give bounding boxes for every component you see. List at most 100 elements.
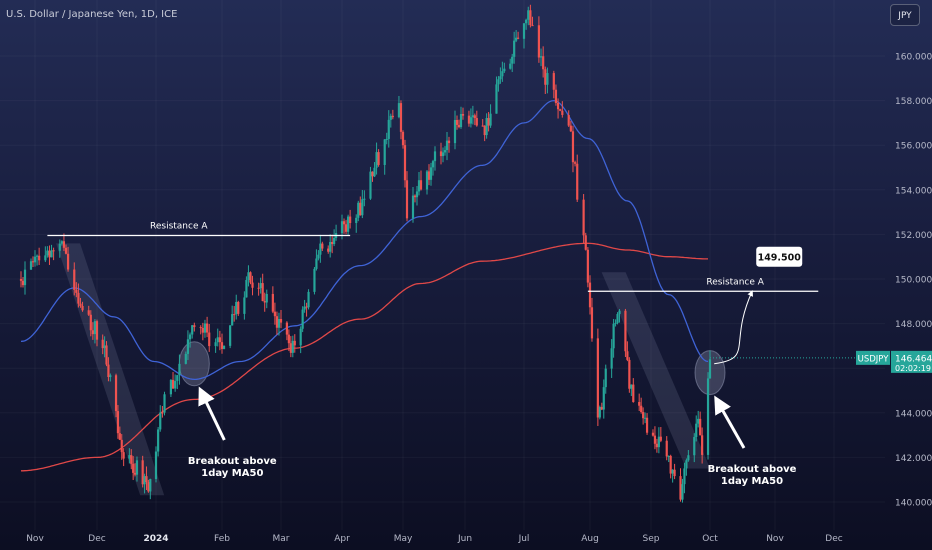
candle-body — [161, 412, 164, 414]
y-tick-label: 142.000 — [895, 454, 932, 464]
candle-body — [383, 139, 386, 165]
candle-body — [233, 314, 236, 316]
candle-body — [293, 340, 296, 346]
candle-body — [299, 328, 302, 346]
candle-body — [19, 279, 23, 281]
candle-body — [315, 258, 318, 269]
candle-body — [554, 89, 558, 104]
candle-body — [708, 359, 712, 379]
candle-body — [695, 423, 698, 438]
candle-body — [457, 124, 461, 128]
candle-body — [610, 348, 613, 369]
candle-body — [95, 321, 99, 340]
candle-body — [632, 384, 635, 403]
candle-body — [178, 363, 181, 376]
candle-body — [128, 455, 131, 459]
candle-body — [616, 314, 619, 323]
candle-body — [201, 327, 204, 333]
candle-body — [573, 162, 577, 164]
candle-body — [265, 293, 268, 303]
candle-body — [602, 387, 605, 410]
candle-body — [303, 306, 306, 310]
candle-body — [527, 10, 530, 20]
candle-body — [453, 119, 457, 144]
candle-body — [231, 314, 234, 326]
candle-body — [347, 216, 350, 232]
candle-body — [411, 195, 415, 219]
candle-body — [544, 69, 547, 85]
candle-body — [653, 435, 657, 444]
candle-body — [542, 56, 545, 70]
candle-body — [147, 482, 150, 492]
candle-body — [263, 301, 266, 303]
candle-body — [655, 443, 658, 448]
candle-body — [517, 37, 520, 39]
candle-body — [475, 118, 478, 126]
candle-body — [279, 319, 283, 323]
candle-body — [559, 109, 562, 111]
candle-body — [425, 171, 429, 190]
candle-body — [216, 337, 219, 343]
candle-body — [683, 468, 686, 485]
candle-body — [191, 325, 194, 335]
candle-body — [218, 337, 221, 343]
candle-body — [93, 321, 97, 335]
candle-body — [103, 345, 106, 349]
candle-body — [495, 84, 498, 114]
candle-body — [38, 255, 41, 261]
candle-body — [522, 23, 526, 39]
candle-body — [483, 125, 486, 136]
candle-body — [681, 484, 684, 500]
candle-body — [355, 217, 358, 224]
candle-body — [671, 469, 674, 474]
candle-body — [567, 114, 570, 126]
candle-body — [101, 339, 104, 349]
candle-body — [118, 433, 121, 440]
x-tick-label: Sep — [643, 534, 660, 544]
candle-body — [624, 310, 627, 352]
chart-title: U.S. Dollar / Japanese Yen, 1D, ICE — [6, 9, 178, 20]
candle-body — [387, 119, 390, 139]
candle-body — [319, 243, 322, 255]
candle-body — [509, 63, 512, 69]
candle-body — [349, 216, 352, 224]
candle-body — [371, 171, 374, 177]
candle-body — [459, 113, 463, 128]
candle-body — [29, 261, 33, 270]
candle-body — [199, 327, 202, 329]
candle-body — [531, 25, 534, 27]
candle-body — [485, 118, 488, 136]
candle-body — [377, 152, 380, 165]
candle-body — [203, 323, 207, 333]
candle-body — [630, 384, 633, 389]
candle-body — [48, 250, 51, 258]
candle-body — [214, 342, 217, 347]
candle-body — [171, 379, 175, 389]
ma50-line — [20, 99, 709, 381]
symbol-tag: USDJPY — [858, 354, 890, 364]
candle-body — [584, 235, 587, 250]
candle-body — [429, 167, 433, 180]
candle-body — [120, 439, 123, 453]
currency-button[interactable]: JPY — [890, 4, 920, 26]
candle-body — [427, 171, 431, 180]
candle-body — [433, 151, 437, 162]
candle-body — [467, 115, 471, 124]
x-tick-label: Jun — [457, 534, 472, 544]
x-tick-label: Aug — [581, 534, 599, 544]
candle-body — [130, 455, 133, 464]
candle-body — [667, 455, 670, 457]
candle-body — [546, 73, 549, 85]
candle-body — [588, 282, 592, 308]
candle-body — [60, 241, 63, 244]
candle-body — [220, 342, 224, 349]
candle-body — [275, 316, 279, 328]
candle-body — [373, 167, 376, 177]
candle-body — [44, 255, 47, 261]
candle-body — [317, 254, 320, 259]
candle-body — [46, 250, 49, 256]
candle-body — [157, 429, 160, 452]
y-tick-label: 144.000 — [895, 409, 932, 419]
falling-channel — [601, 272, 711, 469]
